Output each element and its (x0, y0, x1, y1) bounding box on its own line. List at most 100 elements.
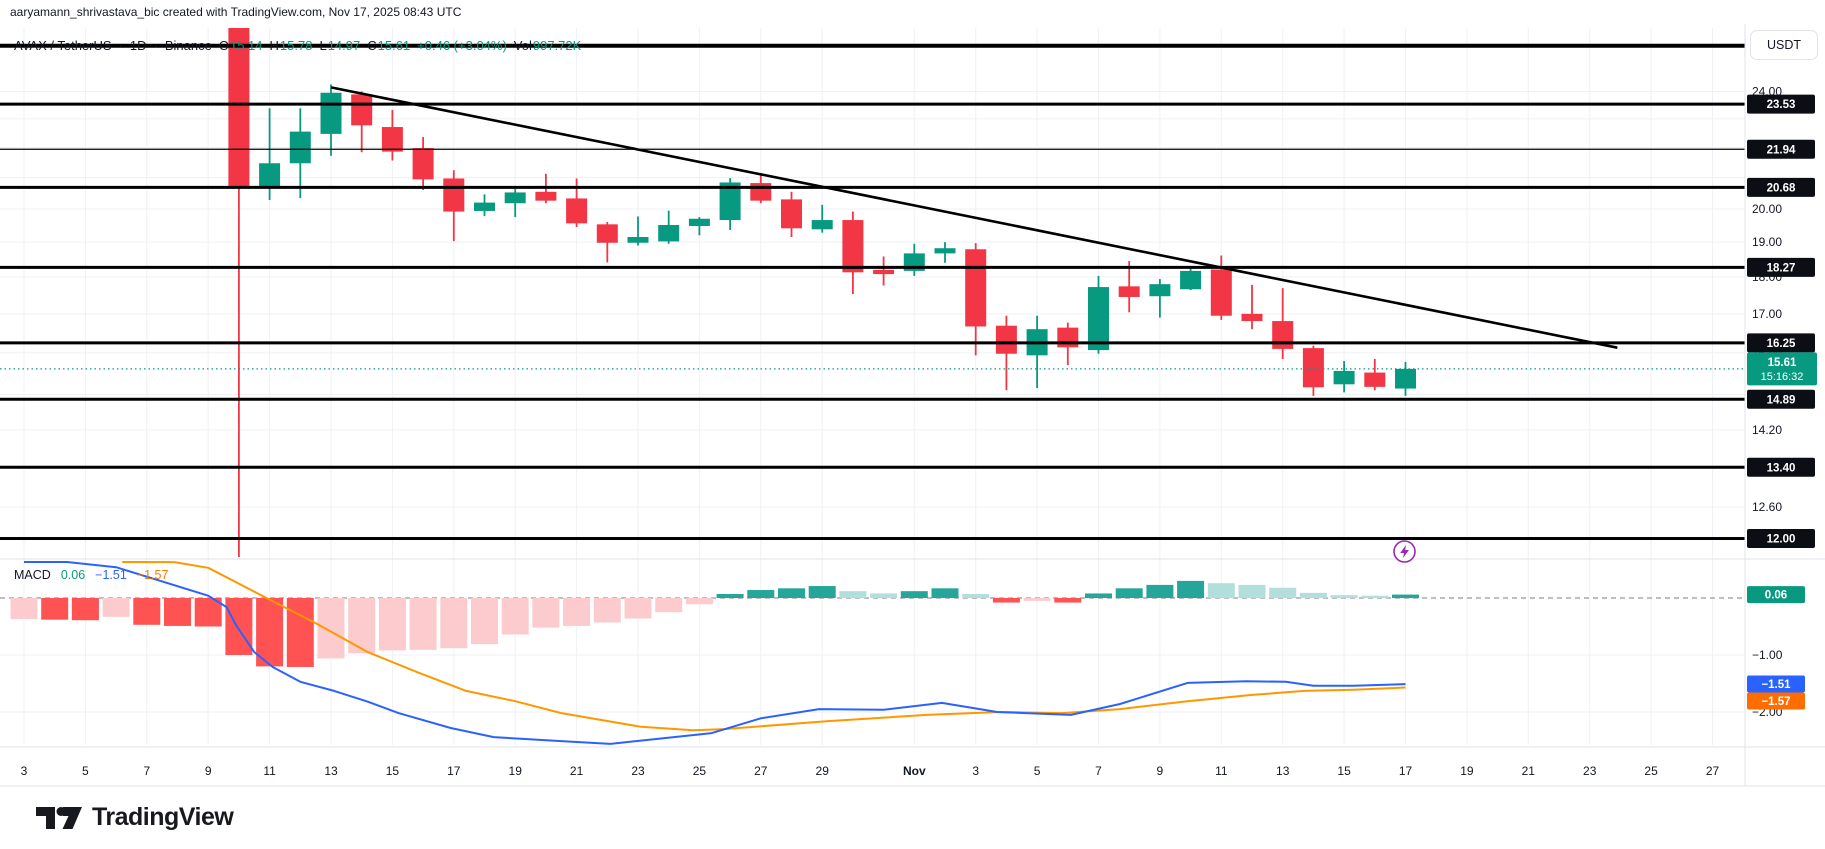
interval-label[interactable]: 1D (129, 38, 147, 53)
svg-text:21: 21 (1522, 764, 1536, 778)
trendline-layer (330, 86, 1618, 349)
svg-text:20.00: 20.00 (1752, 202, 1782, 216)
macd-hist-bar (501, 598, 529, 635)
candle-body (1210, 269, 1232, 316)
macd-hist-bar (870, 593, 898, 598)
candle-body (1241, 313, 1263, 322)
candle-body (351, 94, 373, 126)
candle-body (811, 220, 833, 230)
candle-body (719, 182, 741, 221)
flash-order-icon[interactable] (1392, 539, 1417, 564)
svg-text:13: 13 (324, 764, 338, 778)
svg-text:Nov: Nov (903, 764, 926, 778)
descending-trendline (330, 86, 1618, 349)
candle-body (381, 127, 403, 152)
candle-body (443, 178, 465, 212)
macd-hist-bar (1023, 598, 1051, 601)
symbol-name[interactable]: AVAX / TetherUS (14, 38, 112, 53)
macd-hist-bar (900, 591, 928, 598)
svg-text:13.40: 13.40 (1767, 462, 1796, 474)
macd-main-line (24, 561, 1406, 745)
svg-text:21: 21 (570, 764, 584, 778)
svg-text:15.61: 15.61 (1768, 357, 1797, 369)
candle-body (1302, 348, 1324, 388)
candle-body (1118, 286, 1140, 297)
svg-text:3: 3 (972, 764, 979, 778)
macd-hist-bar (962, 594, 990, 598)
macd-hist-bar (317, 598, 345, 659)
ohlc-open: O 15.14 (218, 38, 263, 53)
macd-hist-bar (1238, 584, 1266, 598)
macd-hist-bar (685, 598, 713, 605)
candle-body (750, 183, 772, 201)
svg-text:19.00: 19.00 (1752, 235, 1782, 249)
macd-main-line-layer (24, 561, 1406, 745)
macd-hist-bar (1146, 584, 1174, 598)
candle-body (259, 163, 281, 188)
macd-hist-bar (194, 598, 222, 627)
time-axis-labels: 3 5 7 9 11 13 15 17 19 21 23 25 27 29 Nov 3 5 7 9 11 13 15 17 1… (21, 764, 1720, 778)
candle-body (228, 28, 250, 188)
macd-legend[interactable]: MACD 0.06 −1.51 −1.57 (14, 568, 168, 582)
svg-text:−1.57: −1.57 (1761, 696, 1790, 708)
macd-hist-bar (992, 598, 1020, 603)
macd-hist-bar (1361, 595, 1389, 598)
candle-body (873, 269, 895, 275)
currency-toggle-button[interactable]: USDT (1750, 30, 1818, 60)
candle-body (504, 192, 526, 204)
macd-hist-bar (1115, 588, 1143, 598)
price-line-badges: 23.53 21.94 20.68 18.27 16.25 14.89 13.40 12.00 (1747, 94, 1815, 548)
tradingview-logo-text: TradingView (92, 803, 234, 831)
macd-hist-bar (655, 598, 683, 613)
macd-hist-bar (839, 591, 867, 598)
svg-text:15: 15 (1337, 764, 1351, 778)
macd-hist-bar (1054, 598, 1082, 603)
macd-hist-bar (256, 598, 284, 667)
ohlc-low: L 14.97 (319, 38, 361, 53)
pane-borders (0, 24, 1825, 787)
svg-text:18.27: 18.27 (1767, 262, 1796, 274)
macd-hist-bar (1330, 595, 1358, 598)
macd-hist-bar (1085, 593, 1112, 598)
candle-body (474, 202, 495, 211)
svg-text:20.68: 20.68 (1767, 182, 1796, 194)
macd-hist-bar (747, 590, 775, 598)
candle-body (412, 148, 434, 180)
svg-text:17: 17 (1399, 764, 1413, 778)
candle-body (320, 92, 342, 134)
symbol-legend[interactable]: AVAX / TetherUS · 1D · Binance O 15.14 H… (14, 38, 581, 53)
svg-text:5: 5 (82, 764, 89, 778)
svg-text:15:16:32: 15:16:32 (1761, 371, 1804, 383)
credit-line: aaryamann_shrivastava_bic created with T… (10, 5, 462, 19)
volume-field: Vol 997.72K (513, 38, 582, 53)
macd-hist-bar (41, 598, 69, 620)
candle-body (535, 191, 557, 201)
svg-text:29: 29 (816, 764, 830, 778)
macd-hist-bar (1207, 583, 1235, 598)
tradingview-logo[interactable]: TradingView (36, 803, 234, 832)
ohlc-close: C 15.61 (367, 38, 411, 53)
macd-hist-bar (1392, 594, 1419, 598)
svg-text:7: 7 (1095, 764, 1102, 778)
svg-text:23.53: 23.53 (1767, 99, 1796, 111)
macd-hist-bar (1177, 580, 1205, 598)
svg-text:17.00: 17.00 (1752, 307, 1782, 321)
candle-body (1180, 270, 1202, 290)
macd-badges: 0.06 −1.51 −1.57 (1747, 586, 1805, 710)
macd-hist-bar (102, 598, 130, 617)
svg-text:7: 7 (143, 764, 150, 778)
candle-body (842, 220, 864, 273)
svg-text:23: 23 (631, 764, 645, 778)
svg-text:19: 19 (509, 764, 523, 778)
macd-signal-line-layer (122, 561, 1406, 732)
macd-hist-bar (10, 598, 38, 620)
candle-body (1395, 368, 1416, 389)
macd-hist-bar (409, 598, 437, 650)
macd-line-value: −1.51 (95, 568, 127, 582)
macd-hist-bar (563, 598, 591, 626)
candle-body (627, 237, 649, 243)
candle-body (995, 325, 1017, 354)
macd-hist-bar (71, 598, 99, 621)
